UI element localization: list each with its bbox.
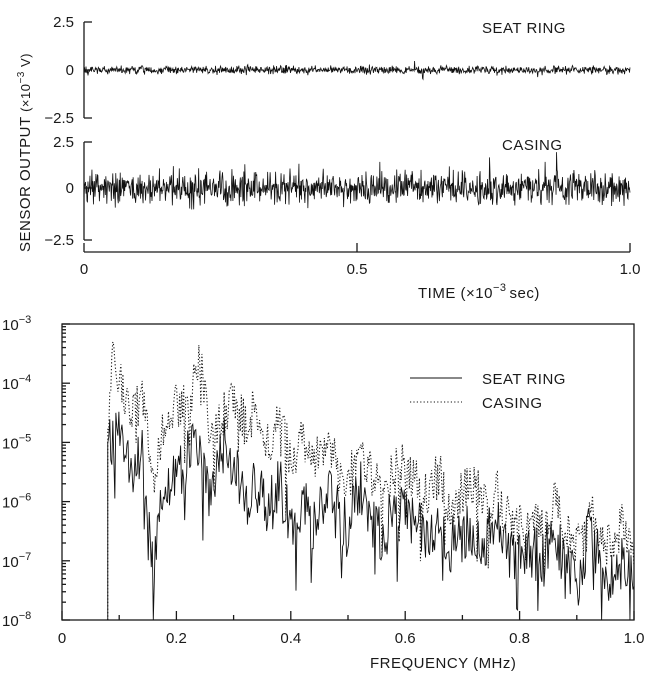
y-tick-label: 2.5 [53, 14, 74, 31]
trace-casing [83, 152, 631, 210]
spectrum-y-tick-label: 10−4 [2, 373, 31, 393]
time-x-tick-label: 0.5 [347, 261, 368, 278]
spectrum-y-tick-label: 10−6 [2, 492, 31, 512]
sensor-output-axis-label: SENSOR OUTPUT (×10−3 V) [16, 53, 34, 252]
spectrum-y-tick-label: 10−7 [2, 551, 31, 571]
spectrum-x-tick-label: 0.6 [395, 630, 416, 647]
spectrum-y-tick-label: 10−5 [2, 432, 31, 452]
series-label-seat-ring: SEAT RING [482, 20, 566, 37]
spectrum-y-tick-label: 10−3 [2, 314, 31, 334]
spectrum-x-axis-label: FREQUENCY (MHz) [370, 655, 516, 672]
y-tick-label: 0 [66, 180, 74, 197]
spectrum-x-tick-label: 0 [58, 630, 66, 647]
time-domain-panel: 2.5 0 −2.5 SEAT RING 2.5 0 −2.5 CASING 0 0.5 1.0 TI… [16, 14, 640, 302]
time-x-tick-label: 0 [80, 261, 88, 278]
y-tick-label: −2.5 [44, 110, 74, 127]
spectrum-panel: 10−3 10−4 10−5 10−6 10−7 10−8 0 0.2 0.4 0.6 0.8 1.0… [2, 314, 644, 672]
spectrum-line-casing [107, 341, 635, 620]
spectrum-x-tick-label: 0.8 [509, 630, 530, 647]
spectrum-x-tick-label: 0.2 [166, 630, 187, 647]
series-label-casing: CASING [502, 137, 563, 154]
spectrum-line-seat-ring [107, 411, 635, 621]
y-tick-label: 0 [66, 62, 74, 79]
y-tick-label: −2.5 [44, 232, 74, 249]
time-x-tick-label: 1.0 [620, 261, 641, 278]
spectrum-y-tick-label: 10−8 [2, 610, 31, 630]
legend-label-seat-ring: SEAT RING [482, 371, 566, 388]
legend-label-casing: CASING [482, 395, 543, 412]
y-tick-label: 2.5 [53, 134, 74, 151]
time-x-axis-label: TIME (×10−3 sec) [418, 282, 540, 302]
spectrum-x-tick-label: 1.0 [624, 630, 645, 647]
spectrum-x-tick-label: 0.4 [280, 630, 301, 647]
trace-seat-ring [83, 60, 631, 81]
